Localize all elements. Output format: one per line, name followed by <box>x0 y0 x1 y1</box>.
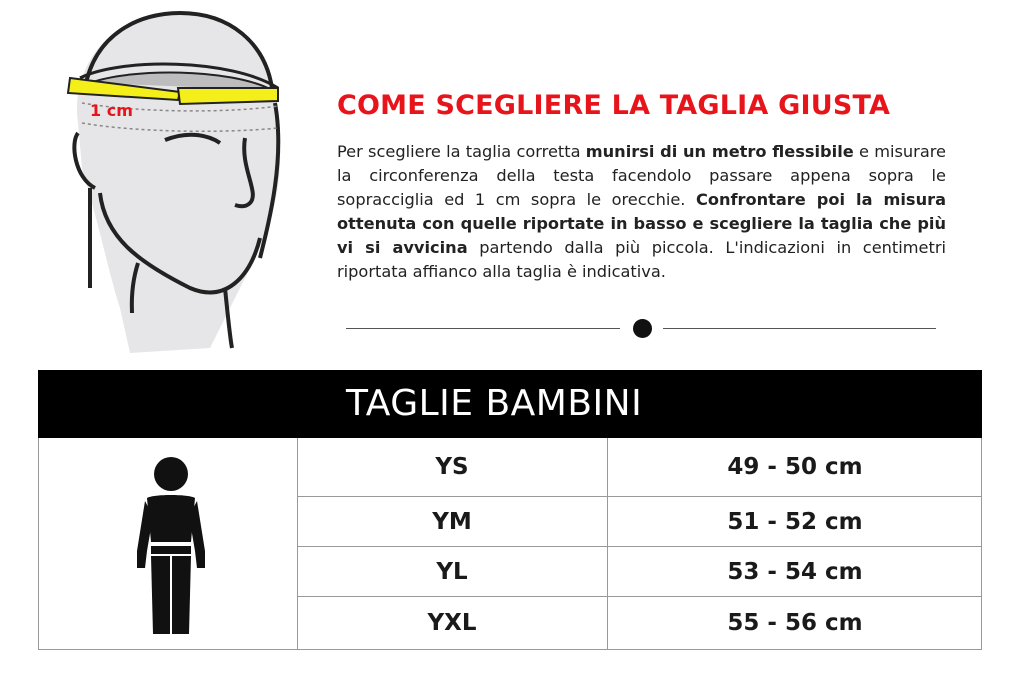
child-silhouette-icon <box>137 457 205 634</box>
table-row: YM 51 - 52 cm <box>297 497 982 547</box>
measure-cell: 55 - 56 cm <box>727 610 863 636</box>
table-header: TAGLIE BAMBINI <box>38 370 982 438</box>
table-body: YS 49 - 50 cm YM 51 - 52 cm YL 53 - 54 c… <box>38 438 982 650</box>
divider-line-left <box>346 328 620 329</box>
table-row: YXL 55 - 56 cm <box>297 597 982 649</box>
intro-text: Per scegliere la taglia corretta <box>337 142 586 161</box>
divider-line-right <box>663 328 936 329</box>
size-cell: YXL <box>297 597 608 649</box>
head-measurement-illustration: 1 cm <box>66 10 281 353</box>
measure-cell: 49 - 50 cm <box>727 454 863 480</box>
intro-text: partendo dalla più piccola. L'indicazion… <box>337 238 946 281</box>
size-table: TAGLIE BAMBINI YS 49 - 50 cm YM 51 - 52 … <box>38 370 982 650</box>
size-cell: YS <box>297 438 608 496</box>
measure-cell: 51 - 52 cm <box>727 508 863 535</box>
divider-dot <box>633 319 652 338</box>
child-cell <box>39 438 298 649</box>
intro-bold: munirsi di un metro flessibile <box>585 142 854 161</box>
instructions-text: Per scegliere la taglia corretta munirsi… <box>337 140 946 284</box>
intro-bold: Confrontare poi la misura ottenuta con q… <box>337 190 946 257</box>
size-cell: YM <box>297 497 608 546</box>
measure-cell: 53 - 54 cm <box>727 558 863 585</box>
table-row: YL 53 - 54 cm <box>297 547 982 597</box>
page-title: COME SCEGLIERE LA TAGLIA GIUSTA <box>337 90 891 121</box>
size-cell: YL <box>297 547 608 596</box>
table-row: YS 49 - 50 cm <box>297 438 982 497</box>
one-cm-label: 1 cm <box>90 101 133 120</box>
intro-text: e misurare la circonferenza della testa … <box>337 142 946 209</box>
